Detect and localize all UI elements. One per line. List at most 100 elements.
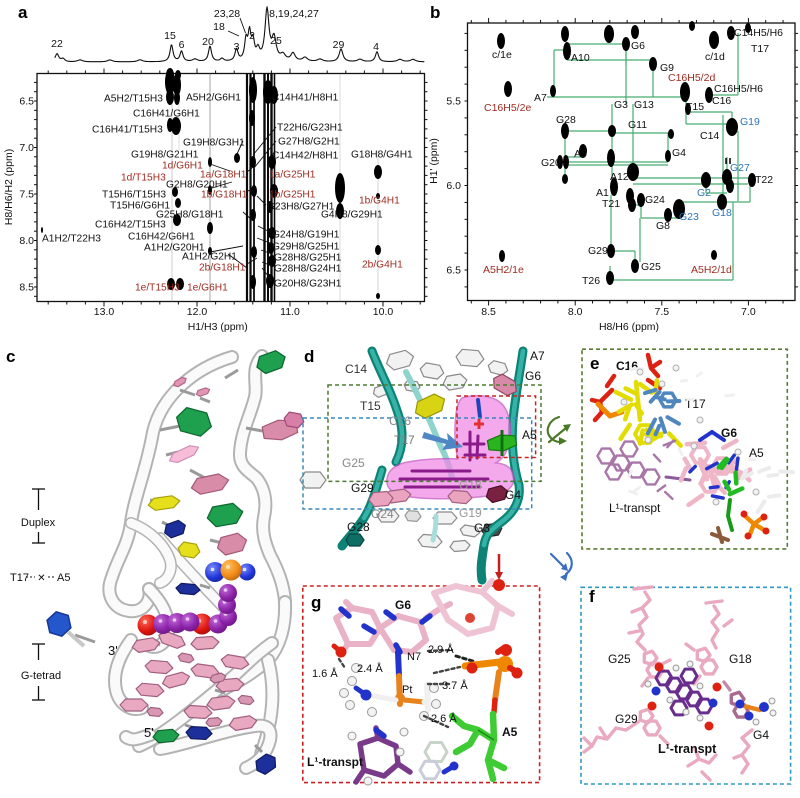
svg-text:8.0: 8.0 bbox=[568, 306, 583, 318]
svg-text:A5H2/1e: A5H2/1e bbox=[483, 264, 524, 276]
svg-text:G11: G11 bbox=[628, 119, 647, 131]
svg-text:G28: G28 bbox=[347, 520, 370, 534]
svg-text:7.5: 7.5 bbox=[654, 306, 669, 318]
svg-text:G18: G18 bbox=[729, 652, 752, 666]
svg-text:G28: G28 bbox=[556, 114, 576, 126]
svg-text:G18: G18 bbox=[459, 478, 482, 492]
svg-text:22: 22 bbox=[51, 38, 63, 50]
svg-text:C16H41/T15H3: C16H41/T15H3 bbox=[92, 125, 163, 136]
svg-text:C16: C16 bbox=[712, 95, 731, 107]
svg-text:10.0: 10.0 bbox=[373, 306, 394, 318]
svg-text:T15: T15 bbox=[360, 399, 381, 413]
svg-text:G4H8/G29H1: G4H8/G29H1 bbox=[321, 210, 383, 221]
svg-text:C16: C16 bbox=[389, 414, 411, 428]
svg-text:T17: T17 bbox=[751, 43, 769, 55]
svg-text:g: g bbox=[311, 593, 321, 612]
svg-text:c/1d: c/1d bbox=[705, 51, 725, 63]
svg-text:b: b bbox=[430, 3, 440, 22]
svg-text:f: f bbox=[589, 587, 595, 606]
svg-text:G27H8/G2H1: G27H8/G2H1 bbox=[278, 137, 340, 148]
svg-text:8.0: 8.0 bbox=[19, 235, 34, 247]
svg-text:6: 6 bbox=[179, 39, 185, 51]
svg-text:12.0: 12.0 bbox=[187, 306, 208, 318]
svg-text:G27: G27 bbox=[730, 162, 750, 174]
svg-text:G18H8/G4H1: G18H8/G4H1 bbox=[351, 150, 413, 161]
svg-text:1.6 Å: 1.6 Å bbox=[312, 667, 338, 680]
svg-text:1a/G25H1: 1a/G25H1 bbox=[269, 170, 316, 181]
svg-text:13.0: 13.0 bbox=[94, 306, 115, 318]
svg-text:G20: G20 bbox=[541, 157, 561, 169]
svg-text:7.0: 7.0 bbox=[19, 142, 34, 154]
svg-text:C16H41/G6H1: C16H41/G6H1 bbox=[133, 109, 200, 120]
svg-text:7.5: 7.5 bbox=[19, 189, 34, 201]
svg-text:3: 3 bbox=[234, 41, 240, 53]
svg-text:G19: G19 bbox=[459, 506, 482, 520]
svg-text:N7: N7 bbox=[407, 651, 421, 663]
svg-text:1d/G6H1: 1d/G6H1 bbox=[162, 161, 203, 172]
svg-text:Duplex: Duplex bbox=[21, 517, 56, 529]
svg-text:T15: T15 bbox=[686, 101, 704, 113]
svg-text:G29H8/G25H1: G29H8/G25H1 bbox=[272, 242, 340, 253]
svg-text:T15H6/T15H3: T15H6/T15H3 bbox=[102, 190, 166, 201]
svg-text:G24: G24 bbox=[645, 194, 665, 206]
svg-text:11.0: 11.0 bbox=[280, 306, 300, 318]
svg-text:18: 18 bbox=[213, 21, 225, 33]
svg-text:G25H8/G18H1: G25H8/G18H1 bbox=[156, 210, 224, 221]
svg-text:T17: T17 bbox=[394, 433, 415, 447]
svg-text:G25: G25 bbox=[641, 261, 661, 273]
svg-text:C14H41/H8H1: C14H41/H8H1 bbox=[272, 93, 339, 104]
svg-text:G13: G13 bbox=[634, 99, 654, 111]
svg-text:20: 20 bbox=[202, 36, 214, 48]
svg-text:15: 15 bbox=[164, 30, 176, 42]
svg-text:L¹-transpt: L¹-transpt bbox=[658, 742, 717, 756]
svg-text:C14: C14 bbox=[345, 362, 367, 376]
svg-text:2.9 Å: 2.9 Å bbox=[428, 643, 454, 656]
svg-text:G6: G6 bbox=[395, 598, 411, 612]
svg-text:5': 5' bbox=[144, 725, 154, 740]
svg-text:G24: G24 bbox=[371, 507, 394, 521]
svg-text:C16: C16 bbox=[616, 359, 638, 373]
svg-text:c: c bbox=[6, 347, 15, 366]
svg-text:L¹-transpt: L¹-transpt bbox=[307, 755, 363, 769]
svg-text:23,28: 23,28 bbox=[214, 8, 240, 20]
svg-text:G29: G29 bbox=[615, 712, 638, 726]
svg-text:25: 25 bbox=[270, 35, 282, 47]
svg-text:A5: A5 bbox=[522, 428, 537, 442]
svg-text:H1/H3 (ppm): H1/H3 (ppm) bbox=[188, 321, 248, 333]
svg-text:G2: G2 bbox=[697, 187, 711, 199]
svg-text:A5H2/G6H1: A5H2/G6H1 bbox=[186, 93, 241, 104]
svg-text:2: 2 bbox=[249, 30, 255, 42]
svg-text:T22: T22 bbox=[755, 174, 773, 186]
svg-text:2b/G4H1: 2b/G4H1 bbox=[362, 260, 403, 271]
svg-text:8.5: 8.5 bbox=[19, 282, 34, 294]
svg-text:29: 29 bbox=[333, 39, 345, 51]
svg-text:G19H8/G3H1: G19H8/G3H1 bbox=[183, 138, 245, 149]
svg-text:A5: A5 bbox=[749, 446, 764, 460]
svg-text:C14: C14 bbox=[700, 130, 719, 142]
svg-text:C16H42/G6H1: C16H42/G6H1 bbox=[128, 232, 195, 243]
svg-text:G20H8/G23H1: G20H8/G23H1 bbox=[274, 279, 342, 290]
svg-text:T26: T26 bbox=[582, 275, 600, 287]
svg-text:C16H42/T15H3: C16H42/T15H3 bbox=[95, 220, 166, 231]
svg-text:G25: G25 bbox=[342, 456, 365, 470]
svg-text:G-tetrad: G-tetrad bbox=[21, 670, 61, 682]
svg-text:A5: A5 bbox=[574, 148, 587, 160]
svg-text:G28H8/G25H1: G28H8/G25H1 bbox=[274, 253, 342, 264]
svg-text:G25: G25 bbox=[608, 652, 631, 666]
svg-text:A5: A5 bbox=[502, 725, 518, 739]
svg-text:G4: G4 bbox=[753, 728, 769, 742]
svg-text:G29: G29 bbox=[588, 245, 608, 257]
svg-text:1e/G6H1: 1e/G6H1 bbox=[187, 283, 228, 294]
svg-text:L¹-transpt: L¹-transpt bbox=[609, 501, 661, 515]
svg-text:✕: ✕ bbox=[37, 573, 45, 584]
svg-text:A1H2/T22H3: A1H2/T22H3 bbox=[42, 234, 101, 245]
svg-text:G3: G3 bbox=[474, 521, 490, 535]
svg-text:5.5: 5.5 bbox=[446, 96, 461, 108]
svg-text:G29: G29 bbox=[351, 481, 374, 495]
svg-text:G6: G6 bbox=[525, 369, 541, 383]
svg-text:C16H5/2d: C16H5/2d bbox=[668, 72, 715, 84]
svg-text:G19: G19 bbox=[740, 116, 760, 128]
svg-text:A5H2/1d: A5H2/1d bbox=[691, 264, 732, 276]
svg-text:T17: T17 bbox=[10, 572, 29, 584]
svg-text:1b/G4H1: 1b/G4H1 bbox=[359, 196, 400, 207]
